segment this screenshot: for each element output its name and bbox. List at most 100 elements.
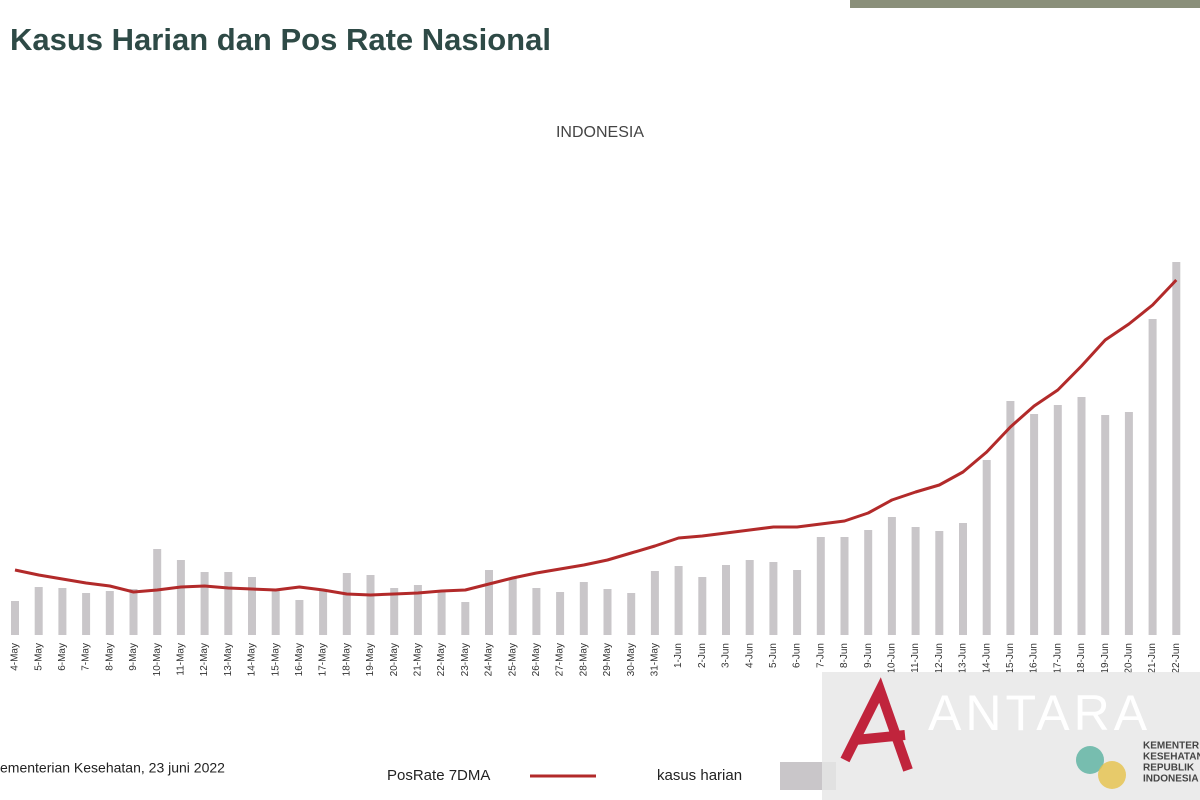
bar	[413, 585, 422, 635]
bar	[248, 577, 256, 635]
x-tick-label: 21-Jun	[1147, 643, 1158, 674]
bar	[769, 562, 778, 635]
x-tick-label: 11-May	[176, 643, 187, 676]
x-tick-label: 12-Jun	[934, 643, 945, 674]
bar	[982, 460, 991, 635]
x-tick-label: 30-May	[626, 643, 637, 676]
bar	[674, 566, 683, 635]
x-tick-label: 3-Jun	[721, 643, 732, 668]
x-tick-label: 17-May	[318, 643, 329, 676]
bar	[722, 565, 730, 635]
bar	[1006, 401, 1015, 635]
x-tick-label: 9-May	[128, 643, 139, 671]
x-tick-label: 20-Jun	[1124, 643, 1135, 674]
x-tick-label: 6-May	[57, 643, 68, 671]
logo-text: KEMENTER	[1143, 741, 1200, 752]
x-tick-label: 25-May	[507, 643, 518, 676]
bar	[1101, 415, 1110, 635]
chart-subtitle: INDONESIA	[556, 124, 644, 141]
legend-label: kasus harian	[657, 767, 742, 784]
bar	[959, 523, 967, 635]
x-tick-label: 21-May	[413, 643, 424, 676]
plot-area: 4-May 5-May 6-May 7-May 8-May 9-May 10-May 11-M…	[10, 262, 1182, 676]
line	[14, 278, 1178, 597]
x-tick-label: 18-May	[341, 643, 352, 676]
x-tick-label: 14-May	[247, 643, 258, 676]
x-tick-label: 22-May	[436, 643, 447, 676]
x-tick-label: 2-Jun	[697, 643, 708, 668]
bar	[82, 593, 91, 635]
watermark-text: ANTARA	[928, 685, 1151, 741]
bar	[105, 591, 114, 635]
watermark-group: ANTARA KEMENTERKESEHATANREPUBLIKINDONESI…	[822, 672, 1200, 800]
legend: kasus harian PosRate 7DMA	[387, 762, 836, 790]
bar	[911, 527, 920, 635]
bar	[1172, 262, 1181, 635]
bar	[200, 572, 209, 635]
bar	[698, 577, 707, 635]
bar	[129, 589, 138, 635]
x-tick-label: 12-May	[199, 643, 210, 676]
bar	[1077, 397, 1086, 635]
bar	[295, 600, 304, 635]
logo-text: INDONESIA	[1143, 774, 1199, 785]
bar	[1148, 319, 1157, 635]
x-tick-label: 24-May	[484, 643, 495, 676]
x-tick-label: 26-May	[531, 643, 542, 676]
bar	[579, 582, 588, 635]
bar	[485, 570, 493, 635]
x-tick-label: 10-Jun	[887, 643, 898, 674]
x-tick-label: 27-May	[555, 643, 566, 676]
x-tick-label: 22-Jun	[1171, 643, 1182, 674]
logo-text: KESEHATAN	[1143, 752, 1200, 763]
bar	[816, 537, 825, 635]
x-tick-label: 7-May	[81, 643, 92, 671]
bar	[532, 588, 541, 635]
x-tick-label: 14-Jun	[981, 643, 992, 674]
x-tick-label: 4-May	[10, 643, 21, 671]
bar	[176, 560, 185, 635]
bar	[366, 575, 375, 635]
bar	[793, 570, 802, 635]
bar	[887, 517, 896, 635]
chart-title: Kasus Harian dan Pos Rate Nasional	[10, 22, 551, 57]
x-tick-label: 15-Jun	[1005, 643, 1016, 674]
x-tick-label: 15-May	[270, 643, 281, 676]
x-tick-label: 9-Jun	[863, 643, 874, 668]
bar	[556, 592, 565, 635]
legend-label: PosRate 7DMA	[387, 767, 490, 784]
bar	[58, 588, 67, 635]
bar	[603, 589, 612, 635]
x-tick-label: 17-Jun	[1052, 643, 1063, 674]
x-tick-label: 29-May	[602, 643, 613, 676]
bar	[840, 537, 849, 635]
x-tick-label: 8-Jun	[839, 643, 850, 668]
bar	[627, 593, 636, 635]
bar	[461, 602, 470, 635]
x-tick-label: 10-May	[152, 643, 163, 676]
x-tick-label: 31-May	[650, 643, 661, 676]
watermark-logo	[840, 677, 913, 772]
x-tick-label: 28-May	[578, 643, 589, 676]
bar	[153, 549, 162, 635]
x-tick-label: 1-Jun	[673, 643, 684, 668]
bar	[319, 590, 328, 635]
x-tick-label: 7-Jun	[815, 643, 826, 668]
bar	[650, 571, 659, 635]
bar	[342, 573, 351, 635]
x-tick-label: 11-Jun	[910, 643, 921, 673]
bar	[1124, 412, 1133, 635]
x-tick-label: 5-Jun	[768, 643, 779, 668]
bar	[390, 588, 399, 635]
x-tick-label: 18-Jun	[1076, 643, 1087, 674]
x-tick-label: 23-May	[460, 643, 471, 676]
x-tick-label: 13-May	[223, 643, 234, 676]
source: ementerian Kesehatan, 23 juni 2022	[0, 760, 225, 776]
bar	[935, 531, 944, 635]
x-tick-label: 6-Jun	[792, 643, 803, 668]
bar	[437, 591, 446, 635]
bar	[1053, 405, 1062, 635]
x-tick-label: 19-Jun	[1100, 643, 1111, 674]
bar	[271, 589, 280, 635]
